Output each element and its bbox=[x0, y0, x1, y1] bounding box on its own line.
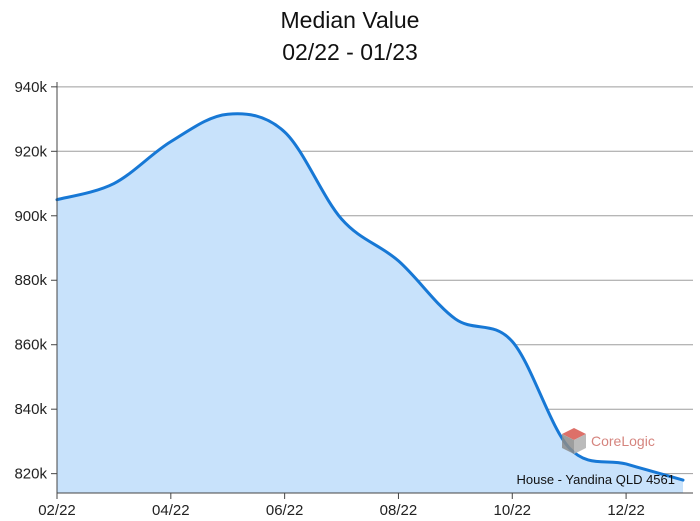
y-tick-label: 880k bbox=[14, 272, 47, 289]
axis-layer bbox=[51, 82, 693, 499]
y-tick-label: 900k bbox=[14, 208, 47, 225]
corelogic-watermark: CoreLogic bbox=[562, 428, 655, 454]
x-tick-label: 10/22 bbox=[493, 502, 531, 519]
x-tick-label: 08/22 bbox=[380, 502, 418, 519]
watermark-logo-left-icon bbox=[562, 434, 574, 454]
y-tick-label: 940k bbox=[14, 79, 47, 96]
watermark-text: CoreLogic bbox=[591, 433, 655, 449]
y-tick-label: 820k bbox=[14, 466, 47, 483]
label-layer: 820k 840k 860k 880k 900k 920k 940k 02/22 04/22 06… bbox=[14, 79, 644, 519]
y-tick-label: 840k bbox=[14, 401, 47, 418]
x-tick-label: 02/22 bbox=[38, 502, 76, 519]
x-tick-label: 04/22 bbox=[152, 502, 190, 519]
watermark-logo-right-icon bbox=[574, 434, 586, 454]
x-tick-label: 06/22 bbox=[266, 502, 304, 519]
chart-annotation: House - Yandina QLD 4561 bbox=[516, 472, 675, 487]
series-area bbox=[57, 113, 683, 493]
x-tick-label: 12/22 bbox=[607, 502, 645, 519]
chart-title: Median Value 02/22 - 01/23 bbox=[280, 7, 420, 65]
y-tick-label: 920k bbox=[14, 143, 47, 160]
y-tick-label: 860k bbox=[14, 337, 47, 354]
